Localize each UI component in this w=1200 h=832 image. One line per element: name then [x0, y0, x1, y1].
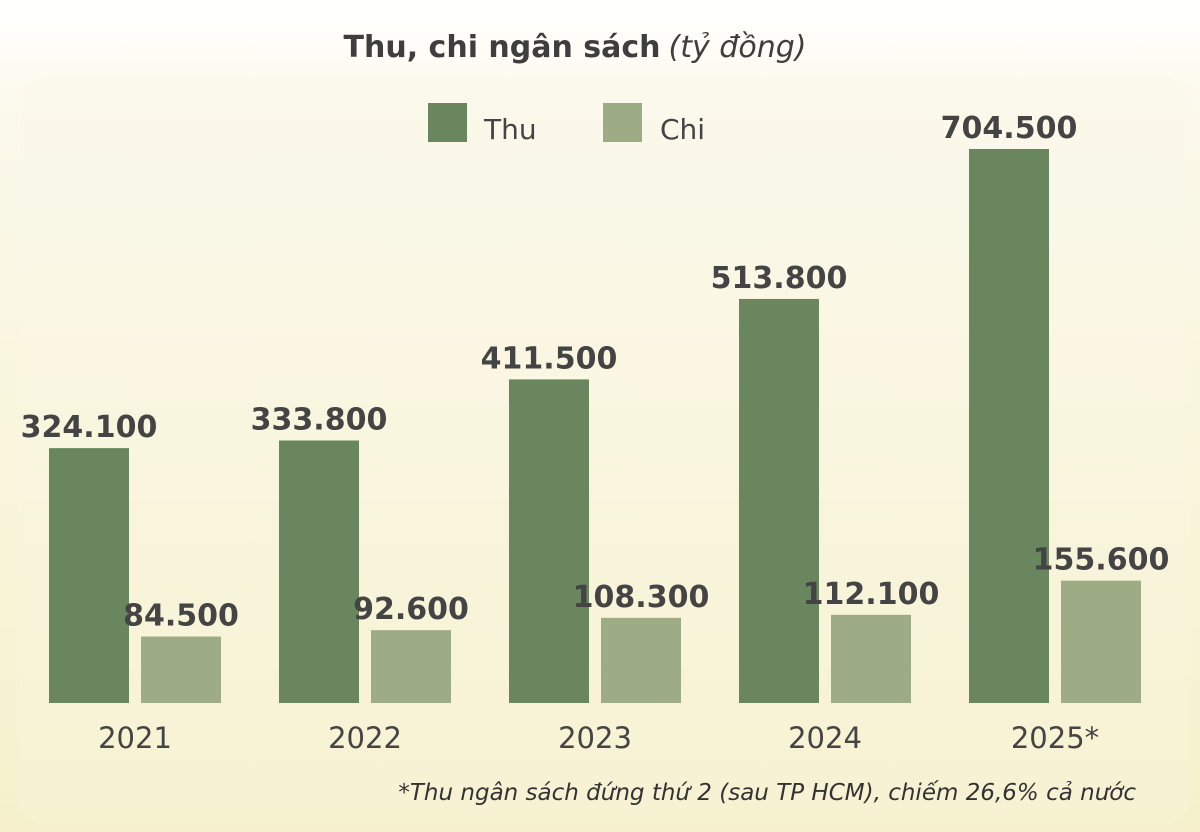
value-label-chi-2023: 108.300 [573, 580, 710, 615]
x-axis-ticks-group: 2021 2022 2023 2024 2025* [98, 721, 1099, 755]
bar-chi-2025 [1061, 580, 1141, 703]
bar-chi-2024 [831, 614, 911, 703]
x-tick-label-2022: 2022 [328, 721, 402, 755]
value-label-thu-2021: 324.100 [21, 410, 158, 445]
value-label-thu-2024: 513.800 [711, 261, 848, 296]
x-tick-label-2023: 2023 [558, 721, 632, 755]
value-label-thu-2023: 411.500 [481, 341, 618, 376]
legend-swatch-thu [428, 103, 467, 142]
value-label-thu-2025: 704.500 [941, 111, 1078, 146]
value-label-thu-2022: 333.800 [251, 403, 388, 438]
chart-title: Thu, chi ngân sách (tỷ đồng) [0, 30, 1150, 65]
legend: Thu Chi [428, 103, 705, 146]
legend-swatch-chi [603, 103, 642, 142]
bar-chi-2022 [371, 630, 451, 703]
chart-title-text: Thu, chi ngân sách [343, 30, 661, 65]
bar-thu-2021 [49, 448, 129, 703]
bar-thu-2024 [739, 298, 819, 703]
legend-label-thu: Thu [483, 113, 537, 146]
footnote: *Thu ngân sách đứng thứ 2 (sau TP HCM), … [398, 780, 1136, 806]
chart-title-unit: (tỷ đồng) [668, 30, 807, 65]
value-label-chi-2024: 112.100 [803, 577, 940, 612]
bar-chi-2021 [141, 636, 221, 703]
value-label-chi-2022: 92.600 [353, 592, 469, 627]
x-tick-label-2025: 2025* [1011, 721, 1099, 755]
value-label-chi-2025: 155.600 [1033, 543, 1170, 578]
bar-thu-2022 [279, 440, 359, 703]
value-labels-group: 324.100 84.500 333.800 92.600 411.500 108.300… [21, 111, 1170, 634]
bar-chi-2023 [601, 617, 681, 703]
bar-thu-2025 [969, 149, 1049, 703]
bar-thu-2023 [509, 379, 589, 703]
value-label-chi-2021: 84.500 [123, 599, 239, 634]
x-tick-label-2021: 2021 [98, 721, 172, 755]
x-tick-label-2024: 2024 [788, 721, 862, 755]
bars-group [49, 149, 1141, 703]
legend-label-chi: Chi [660, 113, 705, 146]
